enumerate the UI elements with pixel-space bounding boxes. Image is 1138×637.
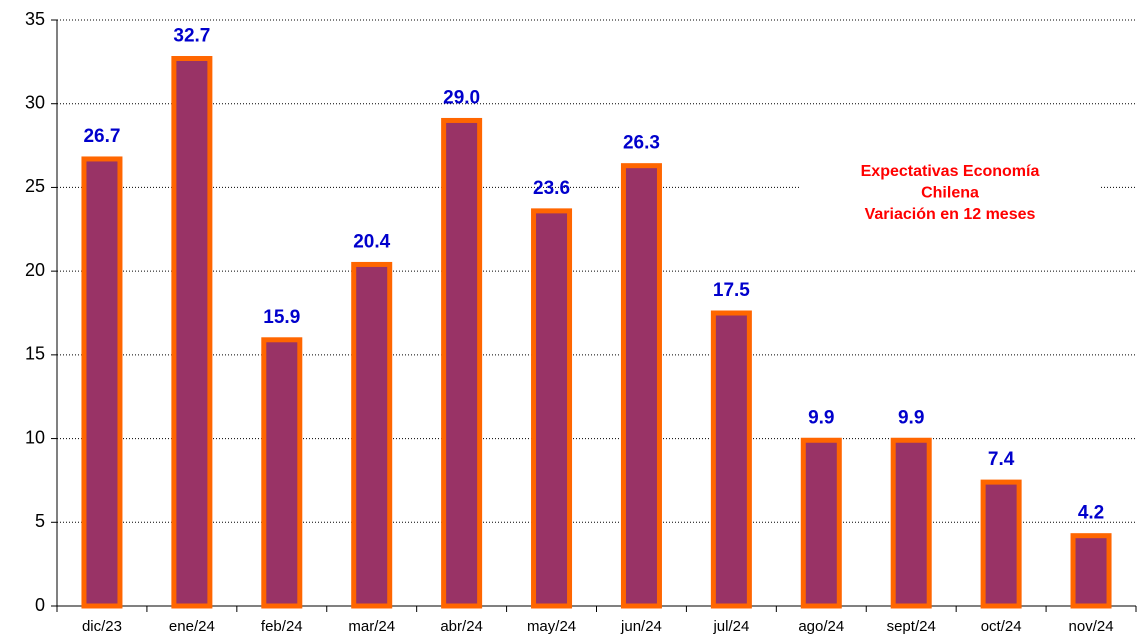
bar bbox=[980, 479, 1022, 609]
value-label: 29.0 bbox=[443, 87, 480, 108]
y-tick-label: 20 bbox=[25, 260, 45, 280]
value-label: 7.4 bbox=[988, 449, 1015, 470]
value-label: 32.7 bbox=[173, 26, 210, 47]
value-label: 20.4 bbox=[353, 231, 390, 252]
bar bbox=[710, 310, 752, 609]
x-tick-label: ago/24 bbox=[798, 618, 844, 635]
x-tick-label: jun/24 bbox=[620, 618, 662, 635]
y-tick-label: 5 bbox=[35, 511, 45, 531]
bar bbox=[1070, 533, 1112, 609]
y-tick-label: 0 bbox=[35, 595, 45, 615]
x-tick-label: dic/23 bbox=[82, 618, 122, 635]
x-tick-label: jul/24 bbox=[712, 618, 749, 635]
bar bbox=[890, 437, 932, 609]
value-label: 9.9 bbox=[898, 407, 924, 428]
bar bbox=[620, 163, 662, 609]
value-label: 15.9 bbox=[263, 307, 300, 328]
x-tick-label: ene/24 bbox=[169, 618, 215, 635]
annotation: Expectativas Economía bbox=[861, 163, 1040, 180]
value-label: 26.7 bbox=[83, 126, 120, 147]
bar bbox=[531, 208, 573, 609]
bar bbox=[441, 117, 483, 609]
x-tick-label: mar/24 bbox=[348, 618, 395, 635]
value-label: 4.2 bbox=[1078, 503, 1104, 524]
bar bbox=[81, 156, 123, 609]
value-label: 9.9 bbox=[808, 407, 834, 428]
bar bbox=[261, 337, 303, 609]
annotation: Variación en 12 meses bbox=[865, 206, 1036, 223]
annotation: Chilena bbox=[921, 185, 979, 202]
bar bbox=[351, 261, 393, 609]
x-tick-label: abr/24 bbox=[440, 618, 483, 635]
bar bbox=[171, 56, 213, 609]
x-tick-label: sept/24 bbox=[887, 618, 936, 635]
x-tick-label: oct/24 bbox=[981, 618, 1022, 635]
x-tick-label: may/24 bbox=[527, 618, 576, 635]
x-tick-label: nov/24 bbox=[1069, 618, 1114, 635]
y-tick-label: 30 bbox=[25, 92, 45, 112]
y-tick-label: 35 bbox=[25, 9, 45, 29]
bar bbox=[800, 437, 842, 609]
y-tick-label: 25 bbox=[25, 176, 45, 196]
x-tick-label: feb/24 bbox=[261, 618, 303, 635]
y-tick-label: 10 bbox=[25, 427, 45, 447]
value-label: 23.6 bbox=[533, 178, 570, 199]
value-label: 17.5 bbox=[713, 280, 750, 301]
value-label: 26.3 bbox=[623, 133, 660, 154]
annotation-bg bbox=[800, 158, 1100, 226]
y-tick-label: 15 bbox=[25, 344, 45, 364]
